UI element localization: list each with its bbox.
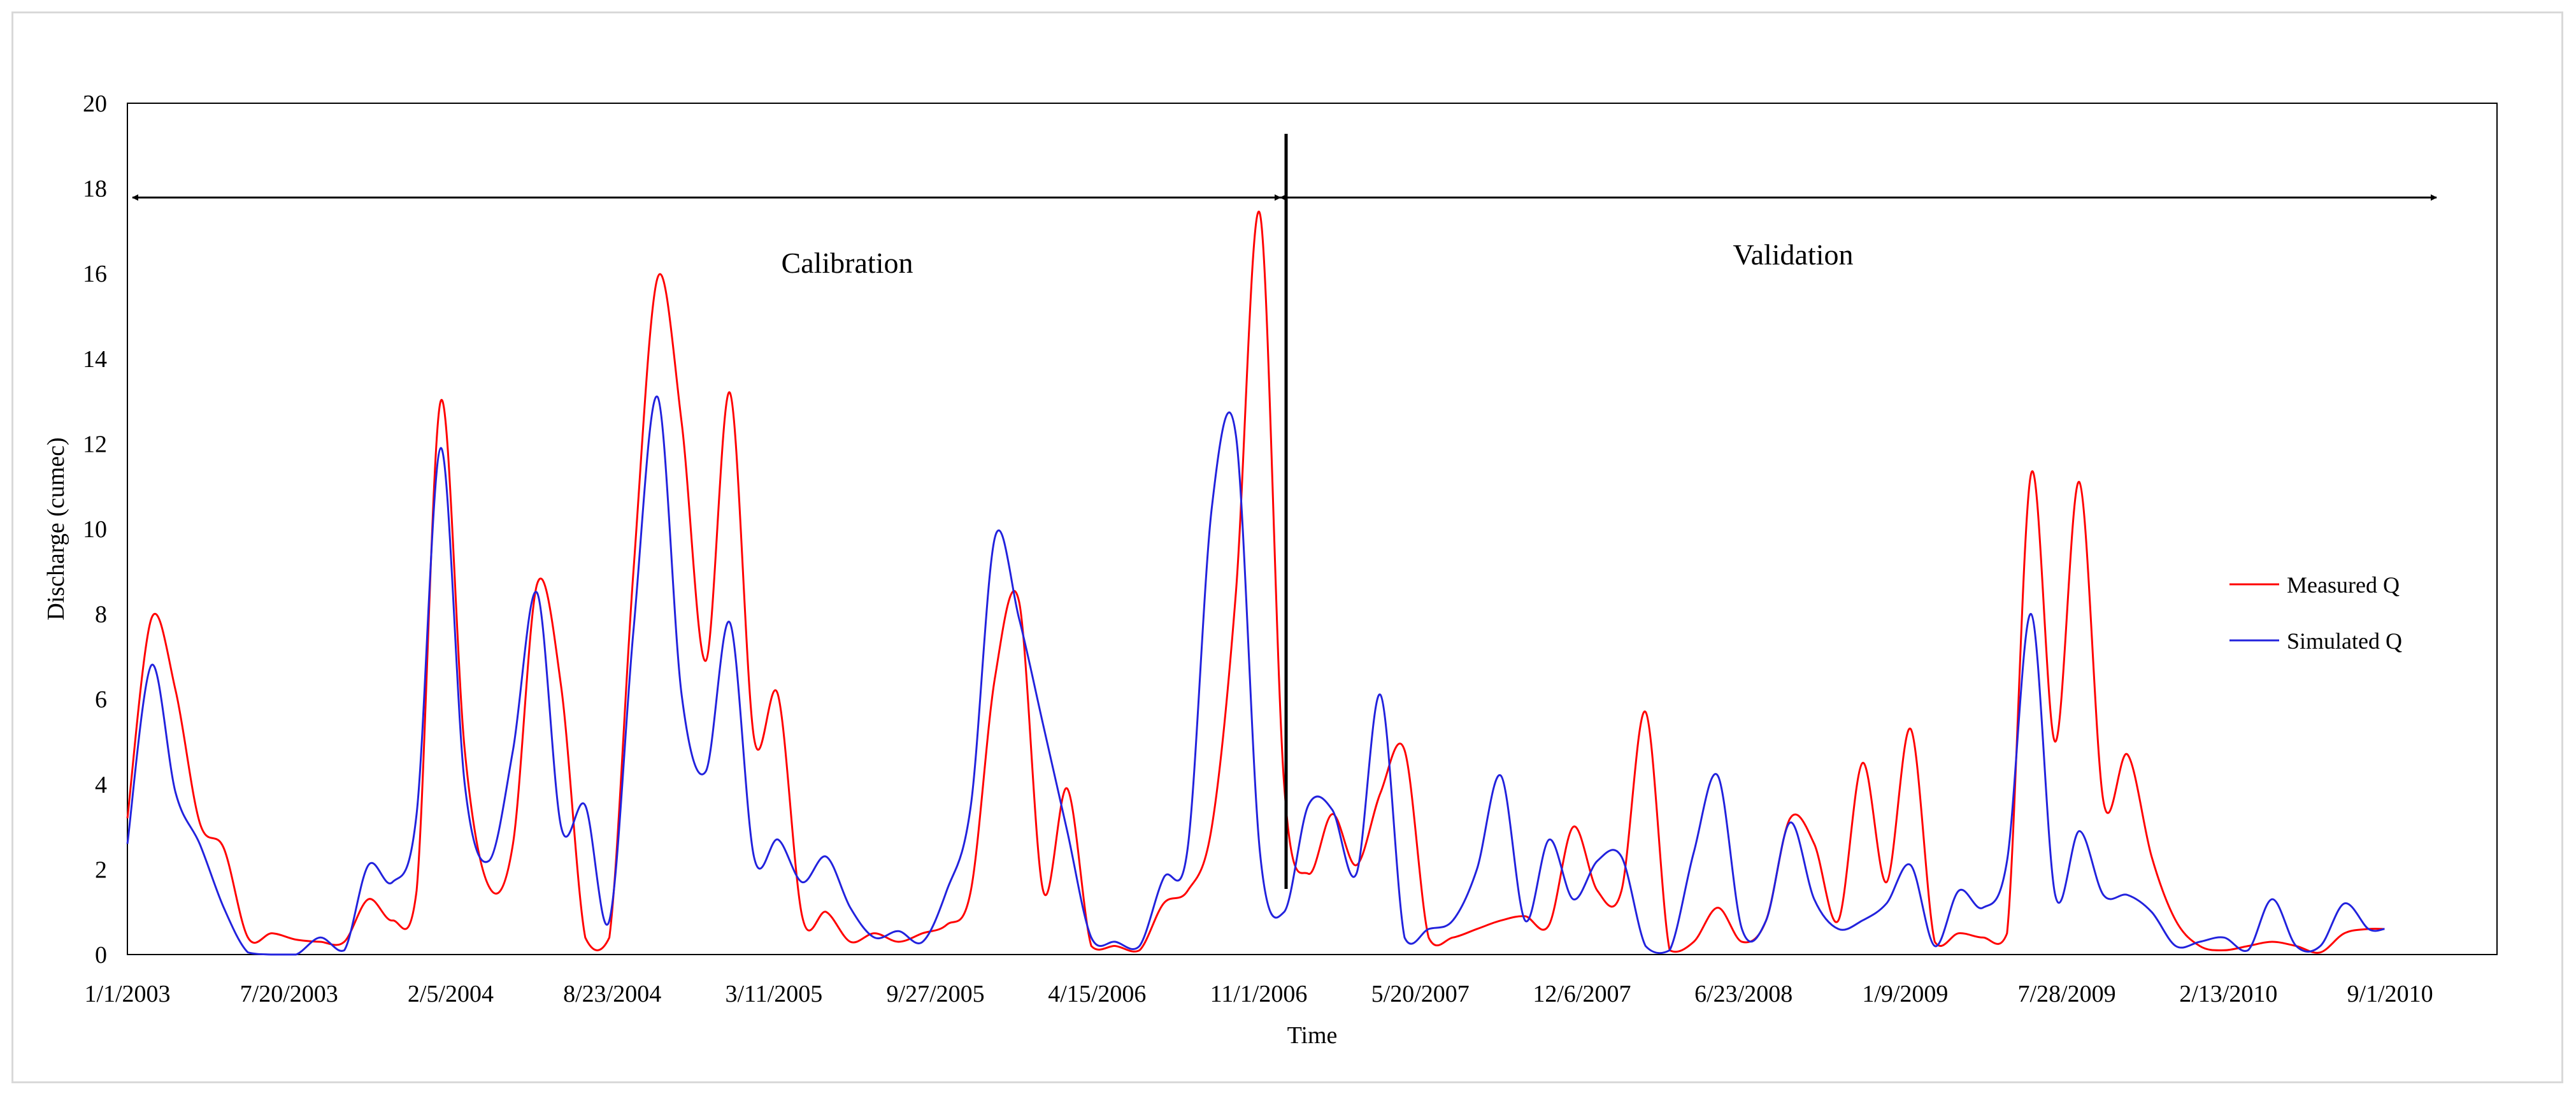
y-tick-label: 18: [83, 176, 107, 203]
x-tick-label: 1/1/2003: [84, 981, 170, 1007]
x-tick-label: 4/15/2006: [1048, 981, 1146, 1007]
chart-frame: [11, 11, 2563, 1083]
legend: Measured Q Simulated Q: [2229, 572, 2402, 654]
y-tick-label: 16: [83, 261, 107, 287]
y-tick-label: 4: [95, 772, 107, 798]
validation-label: Validation: [1733, 238, 1853, 271]
x-tick-label: 3/11/2005: [726, 981, 823, 1007]
x-tick-label: 9/1/2010: [2347, 981, 2433, 1007]
legend-label-simulated: Simulated Q: [2287, 628, 2402, 654]
y-axis-label: Discharge (cumec): [43, 437, 69, 620]
measured-q-line: [126, 210, 2385, 954]
x-tick-label: 6/23/2008: [1694, 981, 1792, 1007]
y-tick-label: 20: [83, 90, 107, 117]
x-tick-label: 2/5/2004: [408, 981, 494, 1007]
y-tick-label: 12: [83, 431, 107, 458]
x-axis-label: Time: [1287, 1022, 1338, 1049]
y-tick-label: 8: [95, 602, 107, 628]
x-tick-label: 2/13/2010: [2179, 981, 2277, 1007]
simulated-q-line: [126, 395, 2385, 956]
x-tick-label: 11/1/2006: [1210, 981, 1308, 1007]
calibration-label: Calibration: [782, 247, 913, 279]
x-tick-label: 1/9/2009: [1862, 981, 1948, 1007]
y-tick-label: 0: [95, 942, 107, 969]
x-tick-label: 7/28/2009: [2018, 981, 2116, 1007]
x-axis-ticks: 1/1/2003 7/20/2003 2/5/2004 8/23/2004 3/11/2…: [84, 981, 2433, 1007]
x-tick-label: 7/20/2003: [240, 981, 338, 1007]
y-tick-label: 10: [83, 516, 107, 543]
x-tick-label: 5/20/2007: [1371, 981, 1470, 1007]
x-tick-label: 12/6/2007: [1533, 981, 1631, 1007]
y-tick-label: 14: [83, 346, 107, 373]
y-tick-label: 6: [95, 686, 107, 713]
legend-label-measured: Measured Q: [2287, 572, 2400, 598]
series-lines: [126, 210, 2385, 956]
x-tick-label: 9/27/2005: [887, 981, 985, 1007]
y-axis-ticks: 0 2 4 6 8 10 12 14 16 18 20: [83, 90, 107, 969]
x-tick-label: 8/23/2004: [563, 981, 661, 1007]
plot-area: [127, 103, 2498, 955]
y-tick-label: 2: [95, 856, 107, 883]
